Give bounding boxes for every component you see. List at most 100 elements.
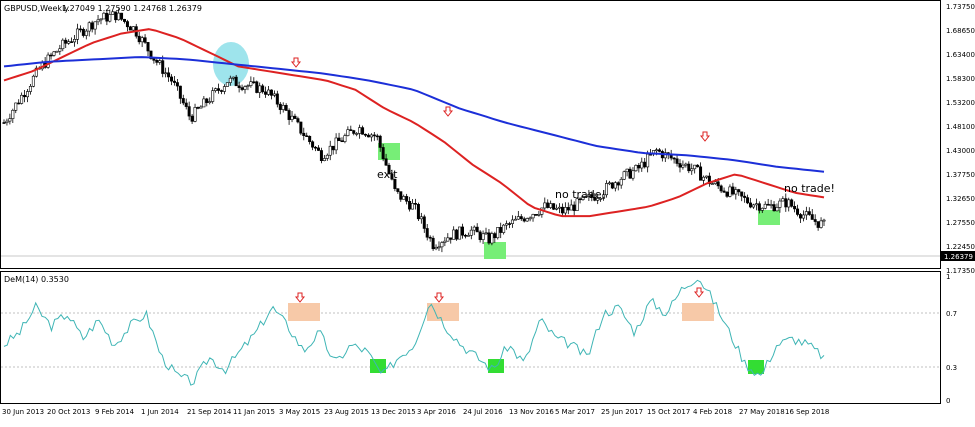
candle-body	[754, 203, 758, 206]
candle-body	[502, 224, 506, 233]
candle-body	[813, 219, 817, 222]
candle-body	[322, 158, 326, 161]
arrow-down-icon	[693, 287, 705, 298]
candle-body	[311, 141, 315, 148]
arrow-down-icon	[294, 292, 306, 303]
candle-body	[566, 207, 570, 211]
candle-body	[575, 198, 579, 211]
candle-body	[399, 191, 403, 200]
indicator-label: DeM(14) 0.3530	[4, 275, 69, 284]
candle-body	[331, 145, 335, 151]
x-tick: 13 Nov 2016	[509, 408, 554, 416]
zone-orange-3	[682, 303, 714, 321]
dem-y-tick: 0.7	[946, 310, 957, 318]
candle-body	[610, 182, 614, 189]
candle-body	[487, 232, 491, 244]
candle-body	[411, 203, 415, 210]
candle-body	[140, 37, 144, 43]
candle-body	[272, 93, 276, 96]
x-tick: 13 Dec 2015	[371, 408, 416, 416]
candle-body	[123, 18, 127, 22]
candle-body	[408, 200, 412, 210]
x-tick: 21 Sep 2014	[187, 408, 232, 416]
candle-body	[704, 175, 708, 178]
candle-body	[434, 247, 438, 250]
candle-body	[534, 214, 538, 216]
candle-body	[646, 153, 650, 168]
candle-body	[746, 197, 750, 204]
candle-body	[99, 18, 103, 21]
candle-body	[728, 186, 732, 197]
candle-body	[70, 41, 74, 43]
y-tick: 1.17350	[946, 267, 975, 275]
candle-body	[117, 12, 121, 21]
candle-body	[701, 176, 705, 181]
candle-body	[258, 85, 262, 93]
candle-body	[654, 149, 658, 152]
candle-body	[108, 14, 112, 22]
candle-body	[172, 80, 176, 83]
candle-body	[52, 51, 56, 56]
zone-orange-1	[288, 303, 320, 321]
candle-body	[243, 86, 247, 90]
candle-body	[231, 76, 235, 79]
candle-body	[361, 127, 365, 135]
candle-body	[190, 115, 194, 122]
candle-body	[699, 166, 703, 181]
candle-body	[796, 208, 800, 215]
candle-body	[102, 12, 106, 20]
zone-green-dem-1	[370, 359, 386, 373]
candle-body	[217, 88, 221, 91]
current-price-label: 1.26379	[944, 253, 973, 261]
candle-body	[631, 170, 635, 179]
candle-body	[563, 207, 567, 214]
candle-body	[75, 28, 79, 40]
symbol-header: GBPUSD,Weekly	[4, 4, 69, 13]
candle-body	[143, 37, 147, 43]
candle-body	[593, 197, 597, 201]
candle-body	[349, 129, 353, 131]
x-tick: 23 Aug 2015	[324, 408, 369, 416]
candle-body	[246, 85, 250, 87]
candle-body	[314, 146, 318, 149]
candle-body	[378, 135, 382, 148]
candle-body	[199, 106, 203, 109]
zone-orange-2	[427, 303, 459, 321]
candle-body	[302, 132, 306, 136]
dem-y-tick: 0.3	[946, 364, 957, 372]
candle-body	[607, 182, 611, 185]
candle-body	[267, 89, 271, 95]
candle-body	[308, 135, 312, 143]
candle-body	[105, 12, 109, 22]
candle-body	[672, 157, 676, 160]
candle-body	[428, 236, 432, 239]
price-panel	[0, 0, 941, 269]
x-tick: 11 Jan 2015	[233, 408, 275, 416]
candle-body	[775, 207, 779, 212]
candle-body	[281, 105, 285, 110]
candle-body	[546, 202, 550, 208]
x-tick: 4 Feb 2018	[693, 408, 732, 416]
candle-body	[208, 101, 212, 103]
candle-body	[722, 190, 726, 193]
candle-body	[687, 163, 691, 172]
candle-body	[187, 106, 191, 117]
candle-body	[751, 204, 755, 208]
candle-body	[581, 196, 585, 200]
zone-green-dem-3	[748, 360, 764, 374]
candle-body	[11, 109, 15, 119]
candle-body	[790, 199, 794, 207]
candle-body	[393, 178, 397, 189]
candle-body	[560, 206, 564, 214]
candle-body	[146, 42, 150, 52]
candle-body	[599, 198, 603, 200]
candle-body	[663, 152, 667, 159]
candle-body	[707, 175, 711, 185]
candle-body	[337, 137, 341, 142]
candle-body	[26, 91, 30, 98]
candle-body	[552, 203, 556, 210]
candle-body	[734, 189, 738, 195]
candle-body	[766, 203, 770, 206]
